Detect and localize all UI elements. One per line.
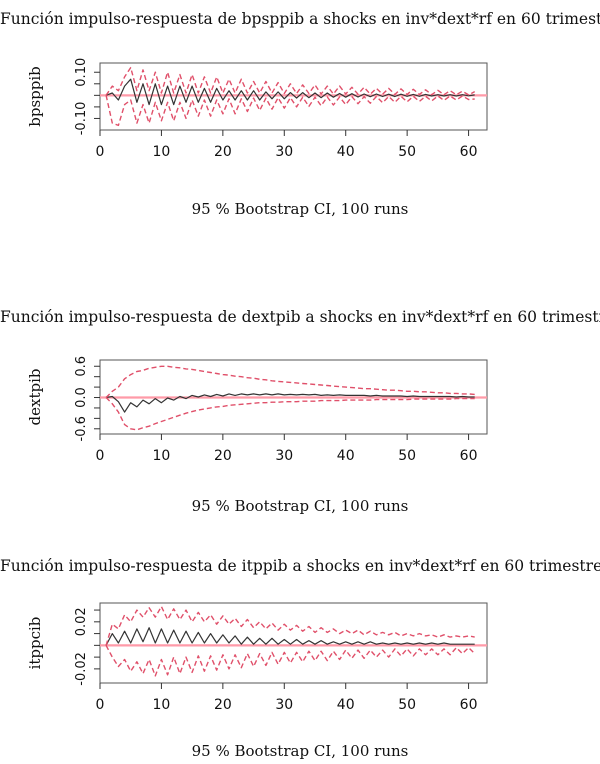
y-tick-label: 0.6 (74, 356, 89, 377)
y-axis-label: bpsppib (26, 66, 44, 127)
x-tick-label: 40 (337, 448, 355, 464)
ci-upper-line (105, 605, 475, 646)
chart-title: Función impulso-respuesta de dextpib a s… (0, 308, 600, 326)
ci-lower-line (105, 645, 476, 677)
ci-lower-line (105, 397, 475, 431)
irf-line (105, 627, 475, 646)
y-tick-label: -0.10 (74, 102, 89, 136)
irf-line (105, 78, 475, 106)
x-tick-label: 20 (214, 697, 232, 713)
ci-upper-line (105, 365, 475, 398)
y-axis-label: itppcib (26, 617, 44, 670)
ci-lower-line (105, 95, 475, 127)
x-tick-label: 10 (153, 697, 171, 713)
chart-title: Función impulso-respuesta de itppib a sh… (0, 557, 600, 575)
chart-plot-bpsppib: -0.10 0.10 bpsppib 0 10 20 30 40 50 60 (26, 58, 488, 160)
chart-footer: 95 % Bootstrap CI, 100 runs (191, 497, 409, 515)
y-tick-label: 0.02 (74, 607, 89, 636)
chart-footer: 95 % Bootstrap CI, 100 runs (191, 742, 409, 760)
ci-upper-line (105, 66, 476, 96)
x-tick-label: 0 (96, 697, 105, 713)
x-tick-label: 40 (337, 697, 355, 713)
x-tick-label: 10 (153, 448, 171, 464)
x-tick-label: 60 (460, 697, 478, 713)
x-tick-label: 50 (398, 697, 416, 713)
y-tick-label: 0.0 (74, 387, 89, 408)
plot-frame (99, 602, 488, 684)
plot-frame (99, 62, 488, 131)
chart-title: Función impulso-respuesta de bpsppib a s… (0, 10, 600, 28)
x-tick-label: 60 (460, 144, 478, 160)
x-tick-label: 50 (398, 144, 416, 160)
x-tick-label: 50 (398, 448, 416, 464)
x-tick-label: 20 (214, 144, 232, 160)
x-tick-label: 30 (275, 144, 293, 160)
x-tick-label: 30 (275, 697, 293, 713)
x-tick-label: 40 (337, 144, 355, 160)
x-tick-label: 10 (153, 144, 171, 160)
chart-plot-dextpib: -0.6 0.0 0.6 dextpib 0 10 20 30 40 50 60 (26, 356, 488, 464)
irf-line (106, 393, 475, 413)
y-axis-label: dextpib (26, 369, 44, 426)
y-tick-label: -0.6 (74, 416, 89, 441)
y-tick-label: 0.10 (74, 58, 89, 87)
x-tick-label: 0 (96, 448, 105, 464)
x-tick-label: 60 (460, 448, 478, 464)
chart-footer: 95 % Bootstrap CI, 100 runs (191, 200, 409, 218)
x-tick-label: 30 (275, 448, 293, 464)
x-tick-label: 0 (96, 144, 105, 160)
y-tick-label: -0.02 (74, 652, 89, 686)
x-tick-label: 20 (214, 448, 232, 464)
